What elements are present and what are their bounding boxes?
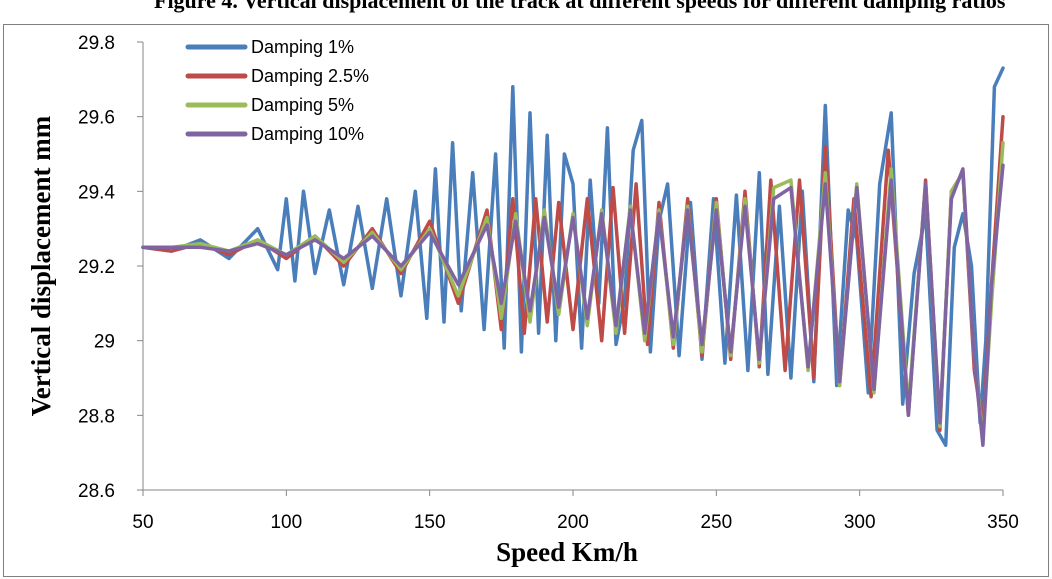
- x-tick-label: 150: [414, 512, 446, 533]
- legend: Damping 1% Damping 2.5% Damping 5% Damping …: [188, 37, 369, 144]
- x-tick-label: 50: [132, 512, 153, 533]
- y-tick-label: 28.6: [78, 481, 115, 502]
- x-tick-label: 200: [557, 512, 589, 533]
- x-tick-label: 100: [270, 512, 302, 533]
- x-axis-title: Speed Km/h: [496, 537, 638, 567]
- x-tick-label: 350: [987, 512, 1019, 533]
- x-tick-label: 250: [700, 512, 732, 533]
- legend-label-1: Damping 1%: [251, 37, 354, 57]
- y-tick-label: 29.2: [78, 257, 115, 278]
- legend-label-4: Damping 10%: [251, 124, 364, 144]
- y-tick-label: 29.6: [78, 108, 115, 129]
- y-tick-label: 29: [94, 332, 115, 353]
- y-tick-label: 29.4: [78, 182, 115, 203]
- y-axis-title: Vertical displacement mm: [26, 115, 56, 416]
- legend-label-3: Damping 5%: [251, 95, 354, 115]
- y-tick-label: 29.8: [78, 33, 115, 54]
- x-tick-label: 300: [844, 512, 876, 533]
- legend-label-2: Damping 2.5%: [251, 66, 369, 86]
- y-tick-label: 28.8: [78, 406, 115, 427]
